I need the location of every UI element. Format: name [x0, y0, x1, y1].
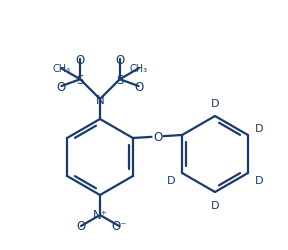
Text: O: O: [57, 80, 66, 93]
Text: CH₃: CH₃: [52, 64, 70, 74]
Text: O: O: [153, 130, 162, 143]
Text: S: S: [116, 74, 124, 86]
Text: O: O: [134, 80, 143, 93]
Text: D: D: [211, 98, 219, 108]
Text: N: N: [96, 93, 104, 106]
Text: S: S: [77, 74, 84, 86]
Text: O: O: [75, 54, 85, 66]
Text: O⁻: O⁻: [111, 220, 127, 232]
Text: D: D: [211, 200, 219, 210]
Text: O: O: [115, 54, 124, 66]
Text: D: D: [255, 124, 264, 134]
Text: D: D: [166, 175, 175, 185]
Text: CH₃: CH₃: [130, 64, 148, 74]
Text: D: D: [255, 175, 264, 185]
Text: N⁺: N⁺: [92, 209, 107, 222]
Text: O: O: [76, 220, 86, 232]
